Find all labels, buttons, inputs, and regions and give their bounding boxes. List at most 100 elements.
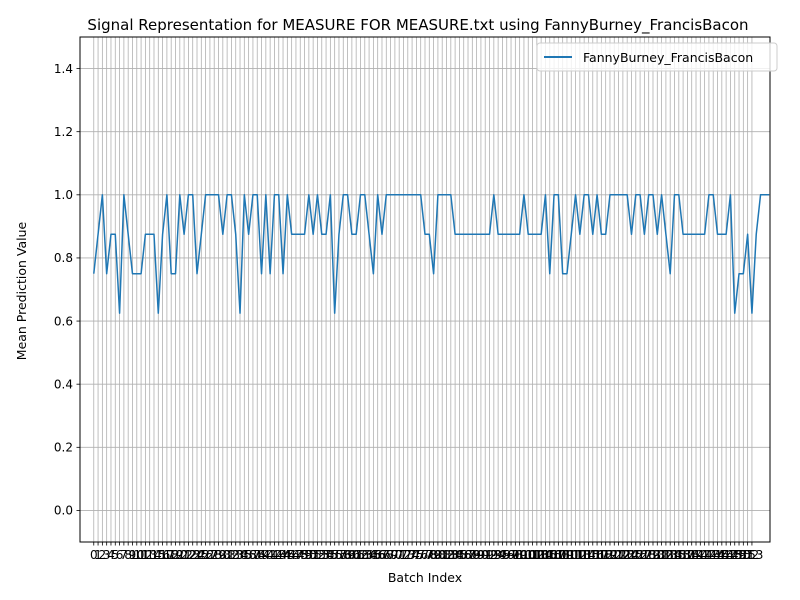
x-tick-label: 153	[740, 548, 763, 562]
x-tick-label: 9	[129, 548, 137, 562]
x-tick-label: 21	[176, 548, 191, 562]
x-tick-label: 8	[124, 548, 132, 562]
x-tick-label: 146	[710, 548, 733, 562]
x-tick-label: 55	[323, 548, 338, 562]
x-axis: 0123456789101112131415161718192021222324…	[90, 542, 763, 562]
x-tick-label: 138	[676, 548, 699, 562]
x-tick-label: 10	[129, 548, 144, 562]
x-tick-label: 98	[508, 548, 523, 562]
x-tick-label: 20	[172, 548, 187, 562]
x-tick-label: 117	[586, 548, 609, 562]
x-tick-label: 147	[715, 548, 738, 562]
x-tick-label: 116	[581, 548, 604, 562]
x-tick-label: 108	[547, 548, 570, 562]
x-tick-label: 36	[241, 548, 256, 562]
x-tick-label: 22	[181, 548, 196, 562]
x-tick-label: 18	[164, 548, 179, 562]
x-tick-label: 145	[706, 548, 729, 562]
x-tick-label: 5	[111, 548, 119, 562]
x-tick-label: 104	[530, 548, 553, 562]
chart-title: Signal Representation for MEASURE FOR ME…	[87, 16, 748, 35]
x-tick-label: 82	[439, 548, 454, 562]
x-tick-label: 64	[361, 548, 376, 562]
x-tick-label: 49	[297, 548, 312, 562]
x-tick-label: 84	[447, 548, 462, 562]
x-tick-label: 29	[211, 548, 226, 562]
x-tick-label: 92	[482, 548, 497, 562]
x-tick-label: 43	[271, 548, 286, 562]
x-tick-label: 124	[616, 548, 639, 562]
x-tick-label: 122	[607, 548, 630, 562]
x-tick-label: 17	[159, 548, 174, 562]
x-tick-label: 99	[512, 548, 527, 562]
x-tick-label: 132	[650, 548, 673, 562]
x-tick-label: 38	[250, 548, 265, 562]
x-tick-label: 50	[301, 548, 316, 562]
x-tick-label: 7	[120, 548, 128, 562]
x-tick-label: 71	[392, 548, 407, 562]
x-tick-label: 109	[551, 548, 574, 562]
x-tick-label: 61	[349, 548, 364, 562]
x-tick-label: 39	[254, 548, 269, 562]
x-tick-label: 90	[473, 548, 488, 562]
x-tick-label: 11	[133, 548, 148, 562]
x-tick-label: 2	[99, 548, 107, 562]
x-tick-label: 101	[517, 548, 540, 562]
x-tick-label: 121	[603, 548, 626, 562]
x-tick-label: 87	[460, 548, 475, 562]
y-tick-label: 1.2	[54, 125, 73, 139]
x-tick-label: 47	[288, 548, 303, 562]
legend-box	[536, 42, 778, 72]
x-tick-label: 113	[568, 548, 591, 562]
x-tick-label: 33	[228, 548, 243, 562]
x-tick-label: 139	[680, 548, 703, 562]
x-tick-label: 67	[374, 548, 389, 562]
x-tick-label: 143	[697, 548, 720, 562]
legend: FannyBurney_FrancisBacon	[536, 42, 778, 72]
x-tick-label: 27	[202, 548, 217, 562]
x-tick-label: 123	[611, 548, 634, 562]
x-tick-label: 93	[486, 548, 501, 562]
x-tick-label: 112	[564, 548, 587, 562]
x-tick-label: 142	[693, 548, 716, 562]
x-tick-label: 75	[409, 548, 424, 562]
x-tick-label: 119	[594, 548, 617, 562]
x-tick-label: 62	[353, 548, 368, 562]
x-tick-label: 59	[340, 548, 355, 562]
x-tick-label: 83	[443, 548, 458, 562]
x-tick-label: 57	[331, 548, 346, 562]
x-tick-label: 135	[663, 548, 686, 562]
x-tick-label: 60	[344, 548, 359, 562]
x-tick-label: 88	[465, 548, 480, 562]
x-tick-label: 24	[189, 548, 204, 562]
x-tick-label: 137	[672, 548, 695, 562]
legend-label: FannyBurney_FrancisBacon	[583, 50, 753, 65]
x-tick-label: 12	[138, 548, 153, 562]
series-line	[93, 194, 770, 314]
x-tick-label: 120	[599, 548, 622, 562]
x-tick-label: 81	[435, 548, 450, 562]
x-tick-label: 73	[400, 548, 415, 562]
x-tick-label: 150	[728, 548, 751, 562]
x-tick-label: 0	[90, 548, 98, 562]
x-tick-label: 74	[404, 548, 419, 562]
x-tick-label: 14	[146, 548, 161, 562]
x-tick-label: 91	[478, 548, 493, 562]
x-tick-label: 31	[219, 548, 234, 562]
x-tick-label: 118	[590, 548, 613, 562]
x-tick-label: 54	[318, 548, 333, 562]
x-tick-label: 76	[413, 548, 428, 562]
x-tick-label: 126	[624, 548, 647, 562]
x-tick-label: 141	[689, 548, 712, 562]
x-tick-label: 85	[452, 548, 467, 562]
x-tick-label: 127	[629, 548, 652, 562]
x-tick-label: 151	[732, 548, 755, 562]
x-tick-label: 56	[327, 548, 342, 562]
x-tick-label: 125	[620, 548, 643, 562]
x-tick-label: 26	[198, 548, 213, 562]
series-layer	[93, 194, 770, 314]
x-tick-label: 25	[194, 548, 209, 562]
x-tick-label: 52	[310, 548, 325, 562]
y-tick-label: 1.0	[54, 188, 73, 202]
x-tick-label: 111	[560, 548, 583, 562]
